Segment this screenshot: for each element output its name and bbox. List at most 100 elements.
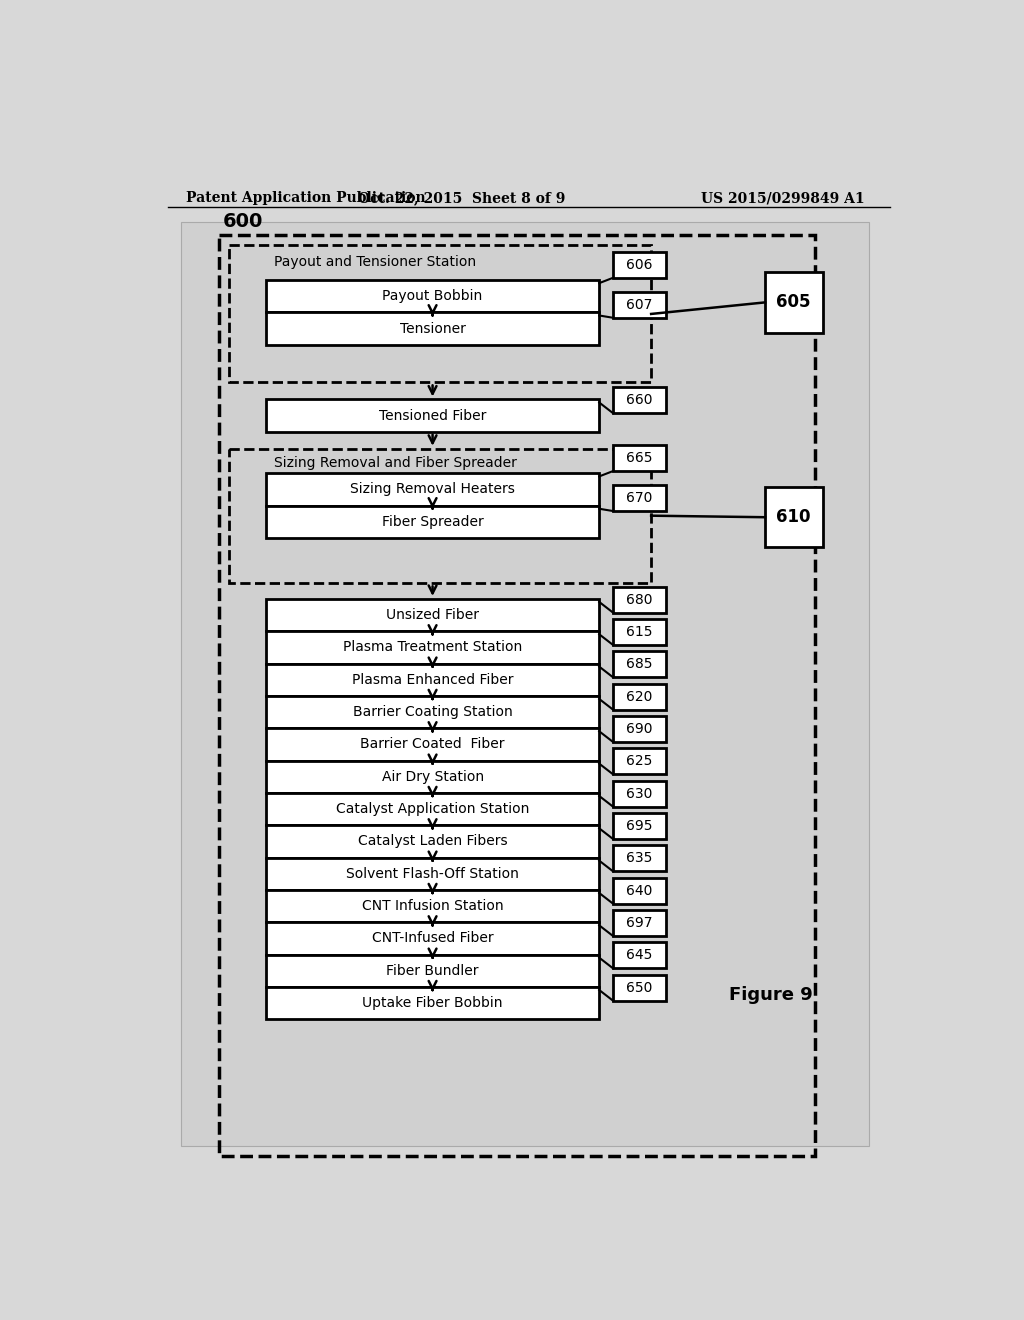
Point	[730, 220, 746, 242]
Point	[580, 477, 596, 498]
Point	[639, 738, 655, 759]
Point	[425, 372, 441, 393]
Point	[801, 931, 817, 952]
Point	[332, 941, 348, 962]
Point	[639, 446, 655, 467]
Point	[493, 1061, 509, 1082]
Point	[726, 516, 742, 537]
Point	[529, 409, 546, 430]
Point	[388, 1089, 404, 1110]
Point	[525, 1100, 542, 1121]
Point	[248, 911, 264, 932]
Point	[357, 714, 374, 735]
Point	[855, 345, 871, 366]
Point	[222, 876, 239, 898]
Bar	[266, 760, 599, 793]
Point	[851, 1080, 867, 1101]
Point	[397, 1123, 414, 1144]
Point	[456, 895, 472, 916]
Text: 610: 610	[776, 508, 811, 527]
Point	[374, 731, 390, 752]
Point	[627, 768, 643, 789]
Point	[198, 591, 214, 612]
Point	[327, 252, 343, 273]
Point	[397, 667, 414, 688]
Point	[569, 632, 586, 653]
Point	[186, 260, 203, 281]
Point	[783, 587, 800, 609]
Point	[415, 251, 431, 272]
Point	[263, 370, 280, 391]
Point	[545, 648, 561, 669]
Point	[770, 708, 786, 729]
Point	[784, 676, 801, 697]
Point	[694, 591, 711, 612]
Point	[643, 1006, 659, 1027]
Point	[398, 417, 415, 438]
Point	[579, 1026, 595, 1047]
Point	[376, 747, 392, 768]
Point	[814, 620, 830, 642]
Point	[186, 869, 203, 890]
Point	[543, 438, 559, 459]
Point	[621, 718, 637, 739]
Point	[387, 479, 403, 500]
Point	[278, 591, 294, 612]
Point	[488, 267, 505, 288]
Point	[471, 843, 487, 865]
Point	[358, 587, 375, 609]
Point	[410, 721, 426, 742]
Point	[504, 1115, 520, 1137]
Bar	[266, 400, 599, 432]
Point	[663, 681, 679, 702]
Point	[854, 866, 870, 887]
Point	[798, 652, 814, 673]
Point	[222, 708, 239, 729]
Point	[252, 693, 268, 714]
Point	[486, 370, 503, 391]
Point	[712, 942, 728, 964]
Point	[759, 908, 775, 929]
Point	[397, 684, 414, 705]
Point	[603, 834, 620, 855]
Point	[518, 915, 535, 936]
Point	[637, 572, 653, 593]
Point	[356, 661, 373, 682]
Point	[537, 953, 553, 974]
Point	[399, 882, 416, 903]
Point	[575, 651, 592, 672]
Point	[557, 797, 573, 818]
Point	[204, 246, 220, 267]
Point	[555, 508, 571, 529]
Point	[672, 719, 688, 741]
Point	[518, 725, 535, 746]
Bar	[266, 631, 599, 664]
Point	[286, 350, 302, 371]
Point	[678, 968, 694, 989]
Point	[422, 972, 438, 993]
Point	[768, 521, 784, 543]
Point	[691, 1085, 708, 1106]
Bar	[765, 487, 823, 548]
Point	[512, 1049, 528, 1071]
Point	[421, 610, 437, 631]
Point	[839, 595, 855, 616]
Point	[499, 566, 515, 587]
Point	[606, 293, 623, 314]
Point	[451, 339, 467, 360]
Point	[374, 627, 390, 648]
Point	[317, 220, 334, 242]
Point	[193, 917, 209, 939]
Point	[418, 960, 434, 981]
Point	[547, 602, 563, 623]
Point	[488, 455, 505, 477]
Point	[421, 447, 437, 469]
Point	[732, 408, 749, 429]
Point	[625, 521, 641, 543]
Point	[807, 260, 823, 281]
Point	[615, 858, 632, 879]
Point	[625, 1039, 641, 1060]
Point	[705, 632, 721, 653]
Point	[727, 395, 743, 416]
Point	[391, 1060, 408, 1081]
